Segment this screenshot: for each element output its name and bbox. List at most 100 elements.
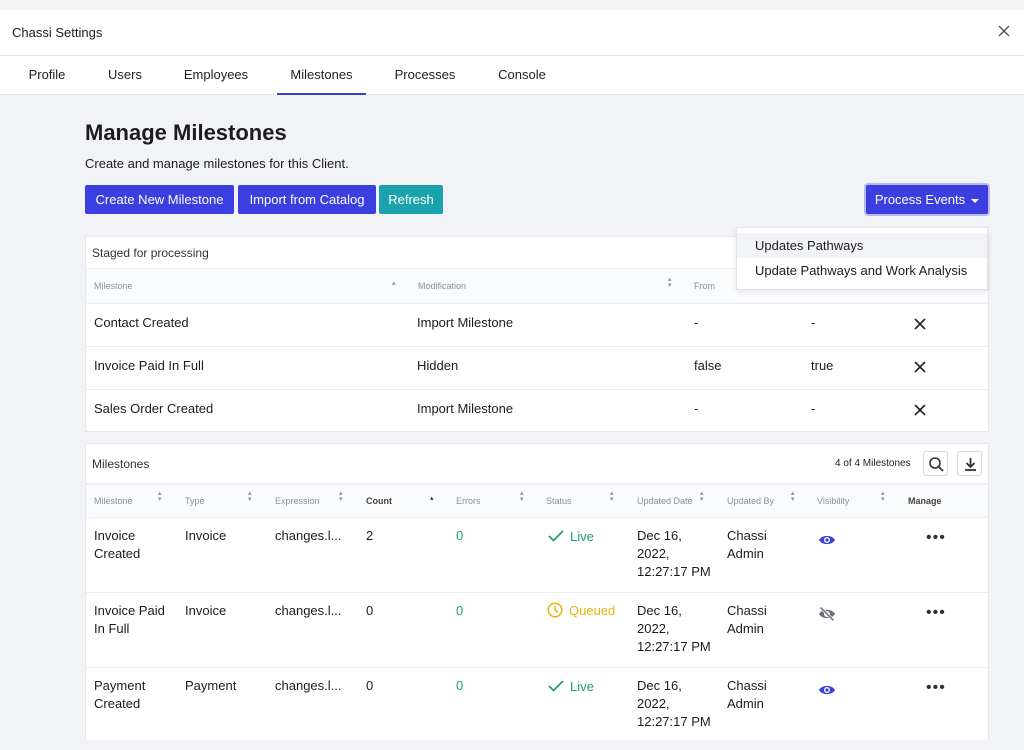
- milestone-updated-date: Dec 16, 2022, 12:27:17 PM: [637, 603, 711, 654]
- staged-to: -: [811, 401, 816, 416]
- col-count: Count: [366, 496, 392, 506]
- milestone-expression: changes.l...: [275, 678, 342, 693]
- more-icon[interactable]: •••: [926, 529, 946, 546]
- caret-down-icon: [971, 198, 980, 203]
- tab-employees[interactable]: Employees: [183, 67, 249, 82]
- import-catalog-button[interactable]: Import from Catalog: [238, 185, 376, 214]
- refresh-button[interactable]: Refresh: [379, 185, 443, 214]
- menu-item-updates-pathways[interactable]: Updates Pathways: [737, 233, 987, 258]
- sort-icon[interactable]: ▴ ▾: [610, 490, 614, 503]
- milestone-row: Invoice Created Invoice changes.l... 2 0 …: [86, 517, 988, 592]
- milestone-expression: changes.l...: [275, 603, 342, 618]
- search-button[interactable]: [923, 451, 948, 476]
- clock-icon: [547, 602, 563, 618]
- more-icon[interactable]: •••: [926, 679, 946, 696]
- window-title: Chassi Settings: [12, 25, 103, 40]
- status-badge: Live: [548, 678, 594, 696]
- milestone-row: Payment Created Payment changes.l... 0 0 …: [86, 667, 988, 742]
- milestone-errors: 0: [456, 678, 464, 693]
- status-badge: Queued: [547, 602, 615, 620]
- eye-icon[interactable]: [818, 533, 836, 547]
- window-titlebar: Chassi Settings: [0, 10, 1024, 56]
- eye-icon[interactable]: [818, 683, 836, 697]
- milestones-title: Milestones: [86, 444, 988, 484]
- tab-milestones[interactable]: Milestones: [277, 56, 366, 95]
- milestone-name: Payment Created: [94, 678, 146, 711]
- staged-row: Invoice Paid In Full Hidden false true: [86, 346, 988, 389]
- col-milestone: Milestone: [94, 281, 133, 291]
- more-icon[interactable]: •••: [926, 604, 946, 621]
- col-from: From: [694, 281, 715, 291]
- tab-profile[interactable]: Profile: [28, 67, 66, 82]
- milestone-name: Invoice Paid In Full: [94, 603, 165, 636]
- staged-from: false: [694, 358, 722, 373]
- sort-icon[interactable]: ▴ ▾: [520, 490, 524, 503]
- sort-icon[interactable]: ▴ ▾: [791, 490, 795, 503]
- milestone-updated-by: Chassi Admin: [727, 678, 767, 711]
- staged-to: true: [811, 358, 834, 373]
- sort-icon[interactable]: ▴ ▾: [158, 490, 162, 503]
- milestones-card: Milestones 4 of 4 Milestones Milestone ▴…: [85, 443, 989, 740]
- staged-milestone: Sales Order Created: [94, 401, 214, 416]
- milestone-count: 0: [366, 678, 374, 693]
- sort-icon[interactable]: ▴ ▾: [339, 490, 343, 503]
- milestone-type: Payment: [185, 678, 237, 693]
- process-events-label: Process Events: [874, 192, 966, 207]
- milestone-expression: changes.l...: [275, 528, 342, 543]
- staged-modification: Import Milestone: [417, 401, 514, 416]
- milestone-type: Invoice: [185, 603, 227, 618]
- tab-console[interactable]: Console: [498, 67, 546, 82]
- staged-from: -: [694, 315, 699, 330]
- sort-icon[interactable]: ▴: [392, 280, 396, 287]
- create-milestone-button[interactable]: Create New Milestone: [85, 185, 234, 214]
- tab-users[interactable]: Users: [108, 67, 142, 82]
- menu-item-update-pathways-work-analysis[interactable]: Update Pathways and Work Analysis: [755, 263, 968, 278]
- sort-icon[interactable]: ▴ ▾: [700, 490, 704, 503]
- milestone-count: 0: [366, 603, 374, 618]
- process-events-menu: Updates Pathways Update Pathways and Wor…: [736, 227, 988, 290]
- page-subtitle: Create and manage milestones for this Cl…: [85, 156, 349, 171]
- download-icon: [965, 458, 976, 471]
- staged-modification: Hidden: [417, 358, 459, 373]
- remove-x-icon[interactable]: [914, 361, 926, 373]
- col-updated-by: Updated By: [727, 496, 775, 506]
- sort-icon[interactable]: ▴ ▾: [881, 490, 885, 503]
- close-icon[interactable]: [996, 23, 1012, 39]
- milestone-name: Invoice Created: [94, 528, 141, 561]
- milestone-errors: 0: [456, 528, 464, 543]
- check-icon: [548, 530, 564, 542]
- eye-off-icon[interactable]: [818, 606, 836, 622]
- milestone-row: Invoice Paid In Full Invoice changes.l...…: [86, 592, 988, 667]
- milestones-header-row: Milestone ▴ ▾ Type ▴ ▾ Expression ▴ ▾ Count…: [86, 484, 988, 517]
- col-expression: Expression: [275, 496, 320, 506]
- page-title: Manage Milestones: [85, 120, 287, 145]
- sort-icon[interactable]: ▴ ▾: [668, 276, 672, 289]
- tab-processes[interactable]: Processes: [394, 67, 456, 82]
- col-type: Type: [185, 496, 205, 506]
- sort-icon[interactable]: ▴ ▾: [248, 490, 252, 503]
- download-button[interactable]: [957, 451, 982, 476]
- milestone-updated-date: Dec 16, 2022, 12:27:17 PM: [637, 528, 711, 579]
- staged-row: Contact Created Import Milestone - -: [86, 303, 988, 346]
- remove-x-icon[interactable]: [914, 404, 926, 416]
- staged-to: -: [811, 315, 816, 330]
- process-events-button[interactable]: Process Events: [866, 185, 988, 214]
- milestone-updated-by: Chassi Admin: [727, 603, 767, 636]
- settings-tabs: Profile Users Employees Milestones Proce…: [0, 56, 1024, 95]
- milestone-type: Invoice: [185, 528, 227, 543]
- col-manage: Manage: [908, 496, 942, 506]
- check-icon: [548, 680, 564, 692]
- staged-row: Sales Order Created Import Milestone - -: [86, 389, 988, 432]
- col-visibility: Visibility: [817, 496, 850, 506]
- milestone-errors: 0: [456, 603, 464, 618]
- remove-x-icon[interactable]: [914, 318, 926, 330]
- staged-from: -: [694, 401, 699, 416]
- col-updated-date: Updated Date: [637, 496, 693, 506]
- staged-modification: Import Milestone: [417, 315, 514, 330]
- staged-milestone: Invoice Paid In Full: [94, 358, 204, 373]
- col-modification: Modification: [418, 281, 467, 291]
- sort-icon[interactable]: ▴: [430, 495, 434, 502]
- milestone-updated-date: Dec 16, 2022, 12:27:17 PM: [637, 678, 711, 729]
- col-milestone: Milestone: [94, 496, 133, 506]
- milestone-count: 2: [366, 528, 374, 543]
